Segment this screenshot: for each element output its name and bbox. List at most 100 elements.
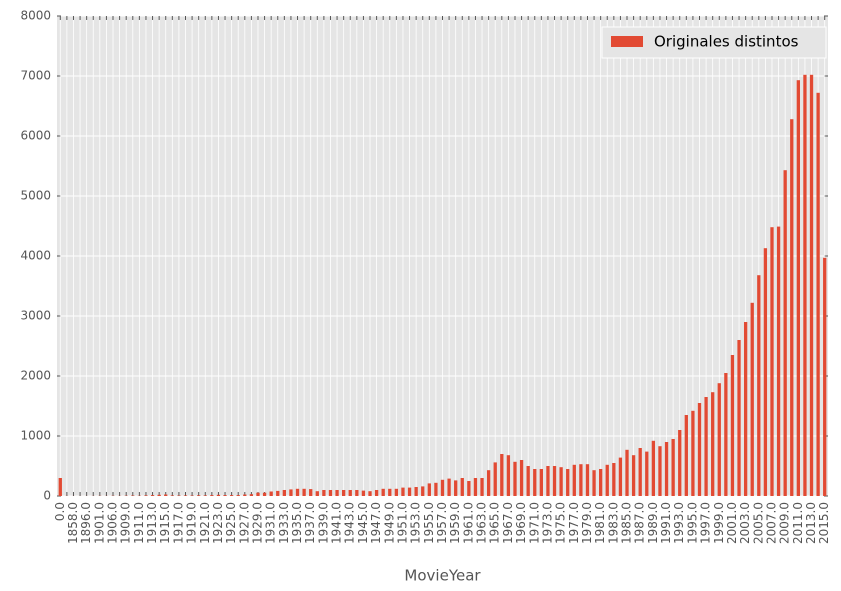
- bar: [737, 340, 741, 496]
- bar: [236, 495, 240, 496]
- y-tick-label: 8000: [20, 9, 51, 23]
- x-tick-label: 1979.0: [580, 502, 594, 544]
- x-tick-label: 1917.0: [171, 502, 185, 544]
- bar: [348, 490, 352, 496]
- bar: [803, 74, 807, 497]
- bar: [796, 80, 800, 496]
- bar: [585, 464, 590, 496]
- x-tick-label: 1995.0: [685, 502, 699, 544]
- bar: [197, 495, 201, 496]
- bar: [671, 439, 675, 496]
- x-tick-label: 2007.0: [764, 502, 778, 544]
- x-tick-label: 1959.0: [448, 502, 462, 544]
- x-tick-label: 1947.0: [369, 502, 383, 544]
- x-tick-label: 1991.0: [659, 502, 673, 544]
- y-tick-label: 2000: [20, 369, 51, 383]
- x-tick-label: 1993.0: [672, 502, 686, 544]
- bar: [374, 490, 379, 496]
- bar: [763, 248, 768, 496]
- bar: [262, 492, 267, 496]
- bar: [513, 461, 517, 496]
- x-tick-label: 1957.0: [435, 502, 449, 544]
- bar: [440, 479, 445, 496]
- bar: [605, 464, 609, 496]
- bar: [658, 446, 662, 496]
- bar: [460, 478, 464, 496]
- bar: [144, 495, 148, 496]
- x-tick-label: 1925.0: [224, 502, 238, 544]
- bar: [322, 490, 326, 496]
- x-tick-label: 1929.0: [250, 502, 264, 544]
- bar: [342, 490, 346, 496]
- x-tick-label: 1951.0: [395, 502, 409, 544]
- bar: [276, 490, 280, 496]
- x-tick-label: 1923.0: [211, 502, 225, 544]
- x-tick-label: 2009.0: [778, 502, 792, 544]
- x-tick-label: 1987.0: [633, 502, 647, 544]
- bar: [592, 470, 596, 496]
- bar: [678, 430, 682, 496]
- bar: [750, 302, 754, 496]
- x-tick-label: 1913.0: [145, 502, 159, 544]
- bar: [599, 469, 603, 496]
- x-tick-label: 1915.0: [158, 502, 172, 544]
- x-tick-label: 1949.0: [382, 502, 396, 544]
- bar: [566, 469, 570, 496]
- bar: [269, 491, 273, 496]
- y-tick-label: 0: [43, 489, 51, 503]
- bar: [216, 494, 221, 496]
- bar: [625, 449, 629, 496]
- bar: [164, 494, 168, 496]
- x-tick-label: 1919.0: [185, 502, 199, 544]
- bar: [697, 403, 702, 496]
- bar: [612, 463, 616, 496]
- x-tick-label: 1901.0: [92, 502, 106, 544]
- bar: [434, 482, 438, 496]
- bar: [539, 469, 543, 496]
- x-tick-label: 1955.0: [422, 502, 436, 544]
- bar: [355, 490, 359, 496]
- bar: [486, 470, 491, 496]
- x-tick-label: 1967.0: [501, 502, 515, 544]
- x-tick-label: 1977.0: [567, 502, 581, 544]
- bar: [790, 119, 794, 496]
- x-tick-label: 1975.0: [554, 502, 568, 544]
- x-tick-label: 2003.0: [738, 502, 752, 544]
- x-tick-label: 1983.0: [606, 502, 620, 544]
- bar: [58, 478, 62, 496]
- bar: [651, 440, 656, 496]
- x-tick-label: 1931.0: [264, 502, 278, 544]
- bar: [631, 455, 636, 496]
- y-tick-label: 1000: [20, 429, 51, 443]
- bar: [454, 480, 458, 496]
- bar: [730, 355, 735, 496]
- bar: [421, 486, 425, 496]
- bar: [210, 495, 214, 496]
- bar: [388, 488, 392, 496]
- bar: [552, 466, 557, 496]
- bar: [704, 397, 708, 496]
- x-tick-label: 1939.0: [316, 502, 330, 544]
- bar: [823, 257, 827, 496]
- x-tick-label: 2011.0: [791, 502, 805, 544]
- bar: [743, 322, 748, 496]
- x-tick-label: 1941.0: [330, 502, 344, 544]
- bar: [295, 488, 300, 496]
- bar: [243, 494, 247, 496]
- x-tick-label: 1997.0: [699, 502, 713, 544]
- x-tick-label: 1981.0: [593, 502, 607, 544]
- x-tick-label: 1969.0: [514, 502, 528, 544]
- y-tick-label: 7000: [20, 69, 51, 83]
- bar: [302, 488, 306, 496]
- x-tick-label: 1935.0: [290, 502, 304, 544]
- x-tick-label: 2005.0: [751, 502, 765, 544]
- x-tick-label: 1937.0: [303, 502, 317, 544]
- y-tick-label: 6000: [20, 129, 51, 143]
- bar: [526, 466, 530, 496]
- bar: [368, 491, 372, 496]
- bar: [401, 487, 405, 496]
- bar: [361, 490, 366, 496]
- bar: [315, 491, 319, 496]
- bar: [691, 410, 695, 496]
